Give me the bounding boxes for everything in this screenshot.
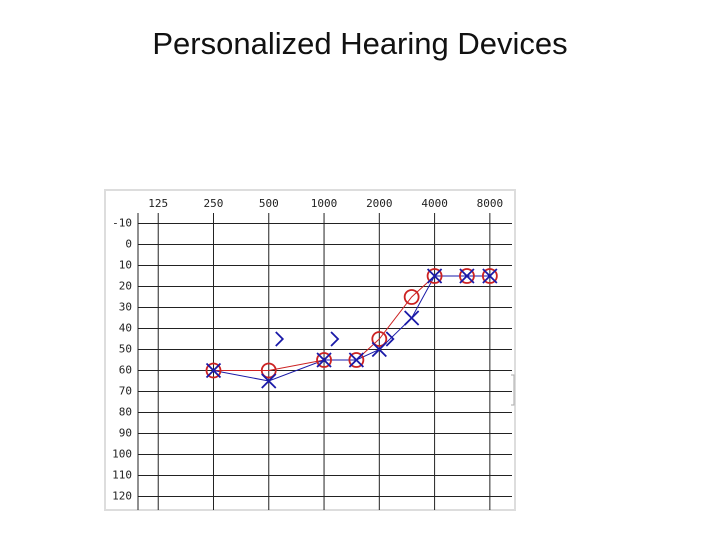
slide-title: Personalized Hearing Devices bbox=[152, 26, 567, 61]
x-tick-label: 2000 bbox=[366, 197, 393, 210]
marker-cross bbox=[261, 373, 277, 389]
side-bracket bbox=[511, 374, 515, 406]
marker-cross bbox=[426, 268, 443, 284]
marker-cross bbox=[205, 362, 222, 379]
y-tick-label: 120 bbox=[112, 490, 132, 503]
marker-bone bbox=[385, 331, 395, 347]
x-tick-label: 250 bbox=[204, 197, 224, 210]
y-tick-label: 90 bbox=[119, 427, 132, 440]
y-tick-label: 30 bbox=[119, 301, 132, 314]
marker-circle bbox=[459, 268, 475, 284]
marker-cross bbox=[482, 268, 498, 284]
y-tick-label: 20 bbox=[119, 280, 132, 293]
x-tick-label: 500 bbox=[259, 197, 279, 210]
marker-circle bbox=[371, 331, 388, 347]
marker-circle bbox=[260, 362, 277, 379]
y-tick-label: -10 bbox=[112, 217, 132, 230]
marker-cross bbox=[371, 341, 387, 358]
marker-bone bbox=[275, 331, 285, 347]
marker-circle bbox=[403, 289, 420, 305]
marker-circle bbox=[348, 352, 365, 368]
x-tick-label: 125 bbox=[148, 197, 168, 210]
marker-cross bbox=[404, 310, 420, 326]
y-tick-label: 100 bbox=[112, 448, 132, 461]
x-tick-label: 4000 bbox=[421, 197, 448, 210]
marker-circle bbox=[481, 268, 498, 284]
y-tick-label: 80 bbox=[119, 406, 132, 419]
x-tick-label: 1000 bbox=[311, 197, 338, 210]
y-tick-label: 60 bbox=[119, 364, 132, 377]
y-tick-label: 50 bbox=[119, 343, 132, 356]
y-tick-label: 0 bbox=[125, 238, 132, 251]
marker-circle bbox=[426, 268, 443, 284]
marker-bone bbox=[330, 331, 340, 347]
marker-circle bbox=[205, 362, 222, 379]
marker-cross bbox=[316, 352, 332, 368]
x-tick-label: 8000 bbox=[477, 197, 504, 210]
marker-cross bbox=[459, 268, 475, 284]
y-tick-label: 70 bbox=[119, 385, 132, 398]
marker-cross bbox=[348, 352, 365, 368]
y-tick-label: 110 bbox=[112, 469, 132, 482]
y-tick-label: 40 bbox=[119, 322, 132, 335]
marker-circle bbox=[316, 352, 332, 368]
y-tick-label: 10 bbox=[119, 259, 132, 272]
